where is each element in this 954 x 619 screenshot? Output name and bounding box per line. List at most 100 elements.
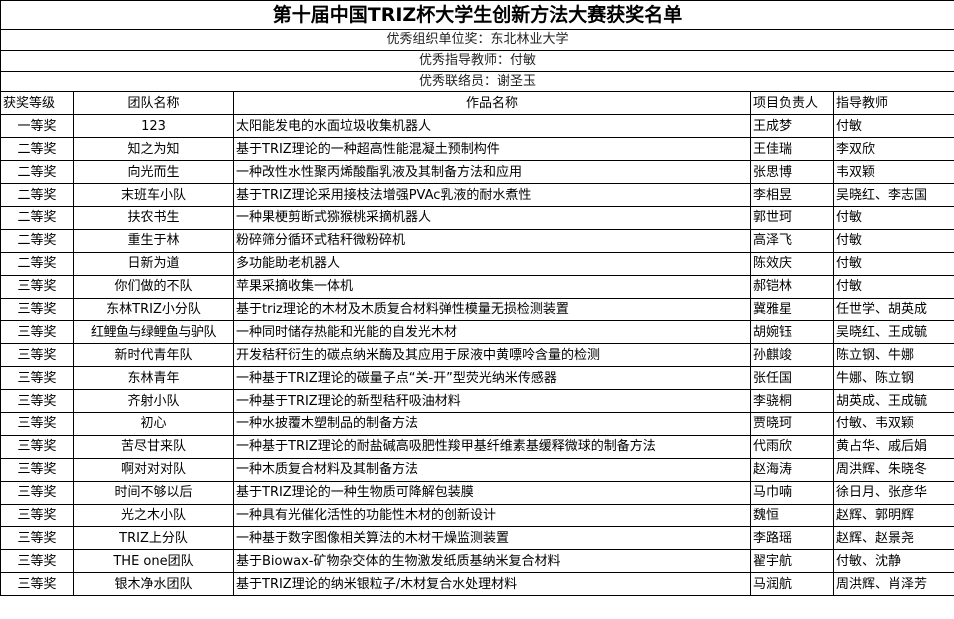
award-level: 三等奖	[0, 526, 74, 551]
award-level: 三等奖	[0, 457, 74, 482]
advisor: 付敏	[833, 251, 954, 276]
table-row: 二等奖 向光而生 一种改性水性聚丙烯酸酯乳液及其制备方法和应用 张思博 韦双颖	[0, 160, 954, 185]
project-leader: 胡婉钰	[750, 320, 834, 345]
table-row: 三等奖 银木净水团队 基于TRIZ理论的纳米银粒子/木材复合水处理材料 马润航 周洪辉、…	[0, 572, 954, 597]
team-name: 东林TRIZ小分队	[73, 297, 234, 322]
table-row: 三等奖 齐射小队 一种基于TRIZ理论的新型秸秆吸油材料 李骁桐 胡英成、王成毓	[0, 389, 954, 413]
advisor: 付敏	[833, 205, 954, 230]
project-leader: 翟宇航	[750, 549, 834, 574]
team-name: 日新为道	[73, 251, 234, 276]
project-leader: 陈效庆	[750, 251, 834, 276]
table-row: 三等奖 红鲤鱼与绿鲤鱼与驴队 一种同时储存热能和光能的自发光木材 胡婉钰 吴晓红、王成毓	[0, 320, 954, 345]
table-row: 二等奖 扶农书生 一种果梗剪断式猕猴桃采摘机器人 郭世珂 付敏	[0, 205, 954, 230]
header-row: 获奖等级 团队名称 作品名称 项目负责人 指导教师	[0, 91, 954, 116]
work-title: 一种果梗剪断式猕猴桃采摘机器人	[233, 205, 751, 230]
project-leader: 王佳瑞	[750, 137, 834, 162]
advisor: 周洪辉、朱晓冬	[833, 457, 954, 482]
advisor: 胡英成、王成毓	[833, 389, 954, 413]
org-award: 优秀组织单位奖：东北林业大学	[0, 29, 954, 51]
work-title: 一种木质复合材料及其制备方法	[233, 457, 751, 482]
team-name: 光之木小队	[73, 503, 234, 528]
advisor: 韦双颖	[833, 160, 954, 185]
project-leader: 冀雅星	[750, 297, 834, 322]
team-name: 向光而生	[73, 160, 234, 185]
advisor: 赵辉、郭明辉	[833, 503, 954, 528]
project-leader: 张任国	[750, 366, 834, 391]
advisor: 陈立钢、牛娜	[833, 343, 954, 368]
advisor: 李双欣	[833, 137, 954, 162]
table-row: 二等奖 知之为知 基于TRIZ理论的一种超高性能混凝土预制构件 王佳瑞 李双欣	[0, 137, 954, 162]
project-leader: 贾晓珂	[750, 411, 834, 436]
award-level: 二等奖	[0, 137, 74, 162]
project-leader: 马润航	[750, 572, 834, 597]
team-name: 知之为知	[73, 137, 234, 162]
header-leader: 项目负责人	[750, 91, 834, 116]
table-row: 三等奖 新时代青年队 开发秸秆衍生的碳点纳米酶及其应用于尿液中黄嘌呤含量的检测 孙麒竣…	[0, 343, 954, 368]
advisor: 任世学、胡英成	[833, 297, 954, 322]
award-level: 二等奖	[0, 228, 74, 253]
team-name: 初心	[73, 411, 234, 436]
award-level: 二等奖	[0, 251, 74, 276]
team-name: TRIZ上分队	[73, 526, 234, 551]
project-leader: 王成梦	[750, 114, 834, 139]
award-level: 三等奖	[0, 480, 74, 505]
award-level: 三等奖	[0, 572, 74, 597]
award-level: 三等奖	[0, 366, 74, 391]
work-title: 一种改性水性聚丙烯酸酯乳液及其制备方法和应用	[233, 160, 751, 185]
team-name: 新时代青年队	[73, 343, 234, 368]
project-leader: 孙麒竣	[750, 343, 834, 368]
work-title: 一种基于TRIZ理论的新型秸秆吸油材料	[233, 389, 751, 413]
table-row: 三等奖 光之木小队 一种具有光催化活性的功能性木材的创新设计 魏恒 赵辉、郭明辉	[0, 503, 954, 528]
liaison-award: 优秀联络员：谢圣玉	[0, 70, 954, 93]
advisor: 付敏、韦双颖	[833, 411, 954, 436]
team-name: 时间不够以后	[73, 480, 234, 505]
work-title: 基于TRIZ理论采用接枝法增强PVAc乳液的耐水煮性	[233, 183, 751, 207]
header-advisor: 指导教师	[833, 91, 954, 116]
award-level: 二等奖	[0, 160, 74, 185]
work-title: 一种水披覆木塑制品的制备方法	[233, 411, 751, 436]
work-title: 粉碎筛分循环式秸秆微粉碎机	[233, 228, 751, 253]
team-name: THE one团队	[73, 549, 234, 574]
team-name: 苦尽甘来队	[73, 434, 234, 459]
header-level: 获奖等级	[0, 91, 74, 116]
table-row: 三等奖 你们做的不队 苹果采摘收集一体机 郝铠林 付敏	[0, 274, 954, 299]
table-row: 三等奖 时间不够以后 基于TRIZ理论的一种生物质可降解包装膜 马巾喃 徐日月、张彦华	[0, 480, 954, 505]
advisor: 吴晓红、李志国	[833, 183, 954, 207]
team-name: 东林青年	[73, 366, 234, 391]
project-leader: 李路瑶	[750, 526, 834, 551]
page-title: 第十届中国TRIZ杯大学生创新方法大赛获奖名单	[0, 0, 954, 30]
project-leader: 高泽飞	[750, 228, 834, 253]
work-title: 太阳能发电的水面垃圾收集机器人	[233, 114, 751, 139]
title-row: 第十届中国TRIZ杯大学生创新方法大赛获奖名单	[0, 0, 954, 30]
advisor: 付敏	[833, 274, 954, 299]
award-level: 二等奖	[0, 183, 74, 207]
project-leader: 郭世珂	[750, 205, 834, 230]
advisor: 徐日月、张彦华	[833, 480, 954, 505]
award-level: 三等奖	[0, 274, 74, 299]
award-level: 三等奖	[0, 411, 74, 436]
work-title: 一种基于TRIZ理论的耐盐碱高吸肥性羧甲基纤维素基缓释微球的制备方法	[233, 434, 751, 459]
table-row: 三等奖 初心 一种水披覆木塑制品的制备方法 贾晓珂 付敏、韦双颖	[0, 411, 954, 436]
work-title: 基于TRIZ理论的一种生物质可降解包装膜	[233, 480, 751, 505]
advisor: 吴晓红、王成毓	[833, 320, 954, 345]
table-row: 一等奖 123 太阳能发电的水面垃圾收集机器人 王成梦 付敏	[0, 114, 954, 139]
advisor: 牛娜、陈立钢	[833, 366, 954, 391]
table-row: 二等奖 日新为道 多功能助老机器人 陈效庆 付敏	[0, 251, 954, 276]
project-leader: 马巾喃	[750, 480, 834, 505]
project-leader: 李骁桐	[750, 389, 834, 413]
project-leader: 代雨欣	[750, 434, 834, 459]
team-name: 你们做的不队	[73, 274, 234, 299]
work-title: 基于TRIZ理论的纳米银粒子/木材复合水处理材料	[233, 572, 751, 597]
liaison-award-row: 优秀联络员：谢圣玉	[0, 70, 954, 93]
advisor: 付敏	[833, 228, 954, 253]
project-leader: 郝铠林	[750, 274, 834, 299]
table-row: 三等奖 THE one团队 基于Biowax-矿物杂交体的生物激发纸质基纳米复合材料…	[0, 549, 954, 574]
project-leader: 张思博	[750, 160, 834, 185]
advisor: 付敏、沈静	[833, 549, 954, 574]
award-level: 三等奖	[0, 503, 74, 528]
work-title: 基于Biowax-矿物杂交体的生物激发纸质基纳米复合材料	[233, 549, 751, 574]
team-name: 啊对对对队	[73, 457, 234, 482]
work-title: 开发秸秆衍生的碳点纳米酶及其应用于尿液中黄嘌呤含量的检测	[233, 343, 751, 368]
award-level: 三等奖	[0, 549, 74, 574]
advisor: 赵辉、赵景尧	[833, 526, 954, 551]
